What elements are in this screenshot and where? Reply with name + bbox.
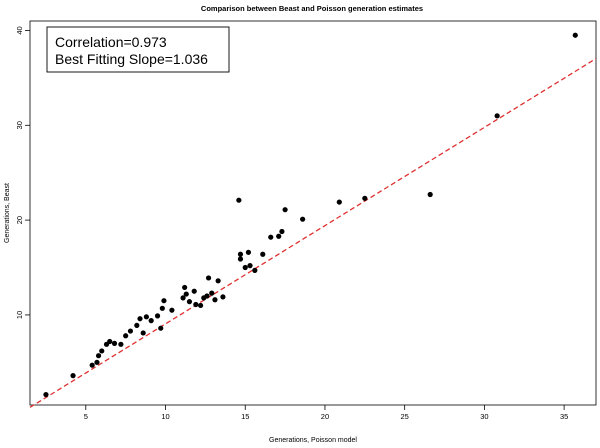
data-point bbox=[148, 318, 154, 324]
x-tick-label: 25 bbox=[401, 412, 409, 421]
y-tick-label: 30 bbox=[15, 121, 24, 129]
data-point bbox=[572, 32, 578, 38]
data-point bbox=[143, 314, 149, 320]
data-point bbox=[209, 290, 215, 296]
data-point bbox=[197, 302, 204, 309]
data-point bbox=[212, 297, 218, 303]
best-fit-line bbox=[29, 58, 597, 408]
data-point bbox=[268, 234, 274, 240]
data-point bbox=[134, 322, 140, 328]
data-point bbox=[260, 251, 266, 257]
x-tick-label: 15 bbox=[241, 412, 249, 421]
data-point bbox=[107, 338, 113, 345]
data-point bbox=[123, 333, 129, 339]
x-tick-label: 30 bbox=[480, 412, 488, 421]
y-axis-label: Generations, Beast bbox=[4, 183, 11, 243]
data-point bbox=[205, 275, 212, 281]
data-point bbox=[161, 298, 167, 304]
data-point bbox=[137, 316, 143, 322]
data-point bbox=[99, 348, 105, 354]
x-tick-label: 5 bbox=[84, 412, 88, 421]
data-point bbox=[220, 294, 226, 300]
data-point bbox=[111, 340, 118, 346]
y-tick-label: 40 bbox=[15, 26, 24, 34]
data-point bbox=[95, 353, 102, 359]
data-point bbox=[215, 278, 221, 284]
data-point bbox=[279, 228, 285, 235]
data-point bbox=[191, 288, 197, 294]
legend-frame bbox=[46, 26, 230, 73]
data-point bbox=[245, 249, 252, 255]
data-point bbox=[237, 251, 244, 257]
legend-box: Correlation=0.973 Best Fitting Slope=1.0… bbox=[46, 26, 230, 73]
data-point bbox=[186, 299, 193, 305]
data-point bbox=[247, 263, 253, 269]
data-point bbox=[494, 113, 500, 119]
plot-area bbox=[29, 20, 597, 408]
plot-frame bbox=[29, 20, 597, 406]
y-axis: 10 20 30 40 bbox=[15, 26, 30, 319]
data-point bbox=[276, 233, 282, 239]
y-tick-label: 10 bbox=[15, 311, 24, 319]
data-point bbox=[154, 313, 161, 319]
data-point bbox=[140, 330, 146, 336]
data-point bbox=[252, 267, 258, 273]
data-point bbox=[180, 295, 186, 301]
data-point bbox=[89, 362, 95, 368]
data-point bbox=[242, 264, 248, 271]
data-point bbox=[183, 291, 189, 297]
data-point bbox=[169, 307, 175, 313]
x-tick-label: 20 bbox=[321, 412, 329, 421]
x-axis: 5 10 15 20 25 30 35 bbox=[84, 405, 568, 421]
data-point bbox=[336, 199, 342, 205]
data-point bbox=[94, 359, 100, 365]
data-point bbox=[158, 325, 164, 331]
data-point bbox=[43, 391, 49, 398]
data-point bbox=[182, 284, 188, 291]
data-point bbox=[118, 341, 124, 347]
data-point bbox=[193, 301, 199, 308]
chart-title: Comparison between Beast and Poisson gen… bbox=[201, 4, 423, 13]
data-point bbox=[282, 207, 288, 213]
data-point bbox=[427, 191, 433, 198]
correlation-label: Correlation=0.973 bbox=[55, 34, 167, 50]
data-point bbox=[70, 373, 76, 379]
slope-label: Best Fitting Slope=1.036 bbox=[55, 51, 208, 67]
x-tick-label: 10 bbox=[161, 412, 169, 421]
data-point bbox=[204, 293, 210, 299]
x-tick-label: 35 bbox=[560, 412, 568, 421]
y-tick-label: 20 bbox=[15, 216, 24, 224]
data-point bbox=[159, 305, 165, 311]
data-point bbox=[362, 195, 368, 201]
data-points bbox=[43, 32, 578, 398]
data-point bbox=[127, 328, 134, 334]
data-point bbox=[236, 197, 242, 203]
data-point bbox=[237, 256, 244, 262]
data-point bbox=[300, 216, 306, 222]
x-axis-label: Generations, Poisson model bbox=[269, 437, 357, 444]
